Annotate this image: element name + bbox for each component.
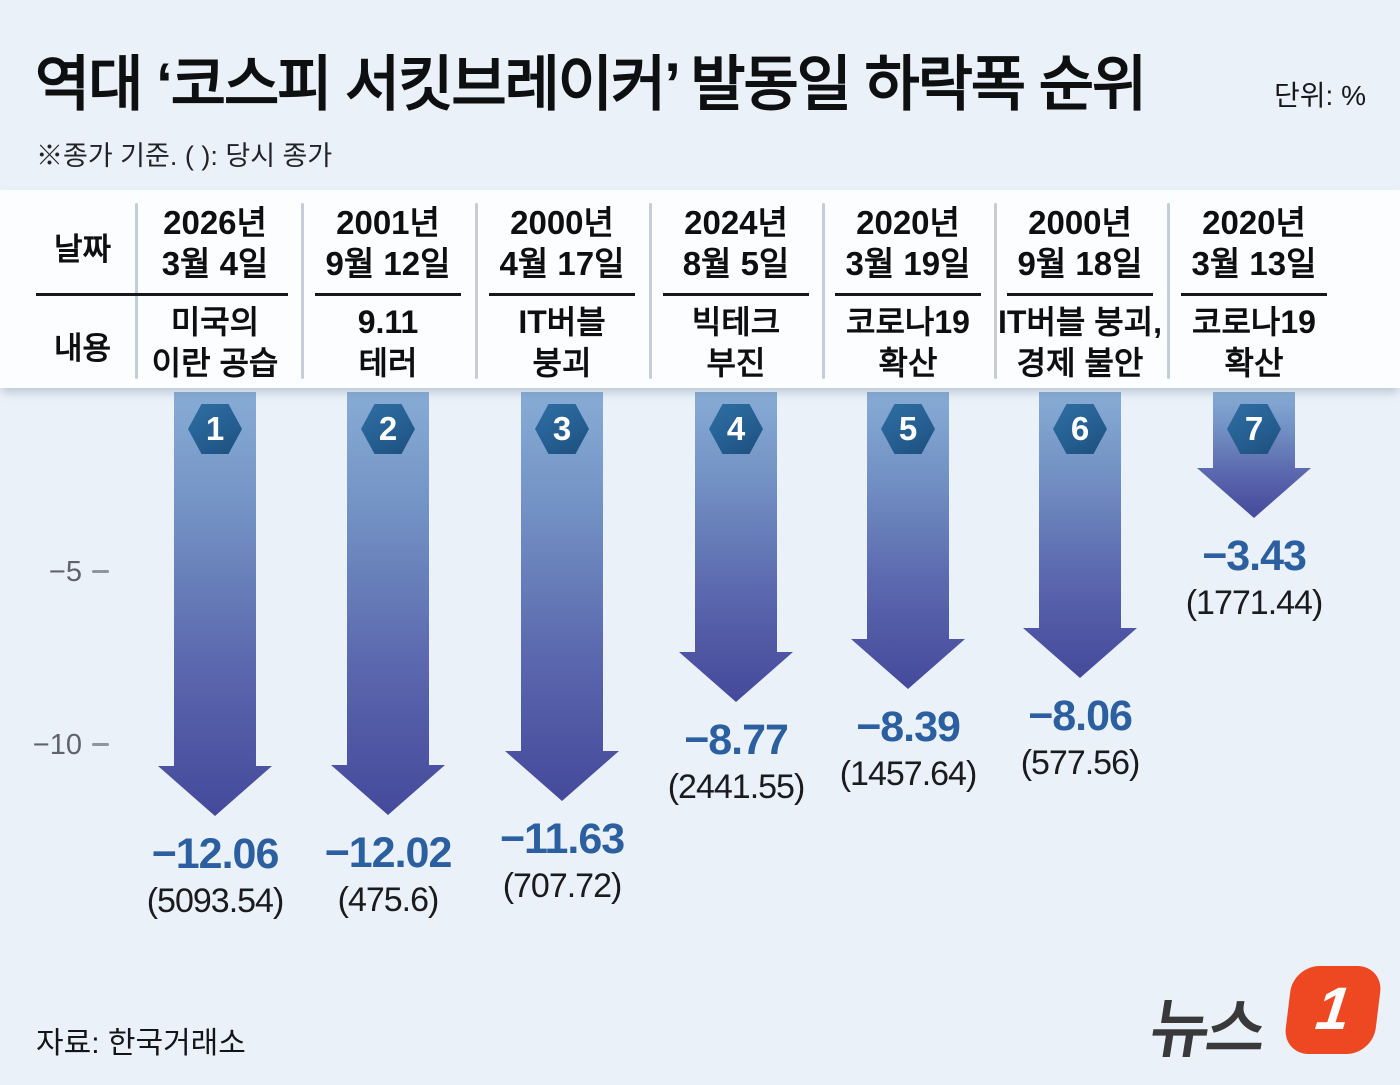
rank-column: 1 −12.06 (5093.54) xyxy=(147,392,284,921)
event-date: 2001년 9월 12일 xyxy=(325,204,451,282)
news1-logo-one-icon: 1 xyxy=(1282,966,1384,1054)
drop-percentage: −8.39 xyxy=(856,703,961,751)
page-title: 역대 ‘코스피 서킷브레이커’ 발동일 하락폭 순위 xyxy=(35,51,1147,118)
news1-logo: 뉴스 1 xyxy=(1140,962,1385,1065)
source-credit: 자료: 한국거래소 xyxy=(36,1027,246,1060)
drop-percentage: −3.43 xyxy=(1202,532,1307,580)
column-divider xyxy=(301,203,304,379)
y-axis-tick-label: −10 xyxy=(32,729,82,761)
drop-percentage: −12.02 xyxy=(324,829,453,877)
rank-badge-hexagon-icon: 6 xyxy=(1053,404,1107,454)
drop-percentage: −8.06 xyxy=(1028,692,1133,740)
rank-badge-hexagon-icon: 1 xyxy=(188,404,242,454)
y-axis-tick-mark xyxy=(92,743,109,746)
closing-price: (2441.55) xyxy=(667,768,806,806)
row-divider-line xyxy=(663,293,809,296)
event-description: 9.11 테러 xyxy=(357,304,419,381)
drop-percentage: −11.63 xyxy=(499,815,625,863)
row-divider-line xyxy=(835,293,981,296)
drop-percentage: −8.77 xyxy=(684,716,789,764)
row-divider-line xyxy=(1181,293,1327,296)
rank-badge-hexagon-icon: 7 xyxy=(1227,404,1281,454)
down-arrow-icon: 4 xyxy=(679,392,793,702)
event-date: 2020년 3월 13일 xyxy=(1191,204,1317,282)
event-table: 날짜 내용 2026년 3월 4일 미국의 이란 공습 2001년 9월 12일… xyxy=(0,190,1400,388)
down-arrow-icon: 3 xyxy=(505,392,619,801)
column-divider xyxy=(649,203,652,379)
unit-label: 단위: % xyxy=(1274,80,1366,111)
event-description: 코로나19 확산 xyxy=(1192,304,1316,381)
rank-column: 5 −8.39 (1457.64) xyxy=(840,392,977,794)
closing-price: (475.6) xyxy=(337,881,440,919)
table-column: 2026년 3월 4일 미국의 이란 공습 xyxy=(128,190,302,388)
row-divider-line xyxy=(135,293,288,296)
down-arrow-icon: 7 xyxy=(1197,392,1311,518)
event-description: IT버블 붕괴, 경제 불안 xyxy=(998,304,1162,381)
row-divider-line xyxy=(489,293,635,296)
table-column: 2000년 9월 18일 IT버블 붕괴, 경제 불안 xyxy=(993,190,1167,388)
event-date: 2026년 3월 4일 xyxy=(161,204,269,282)
column-divider xyxy=(1167,203,1170,379)
closing-price: (707.72) xyxy=(502,867,623,905)
event-description: IT버블 붕괴 xyxy=(518,304,606,381)
rank-column: 3 −11.63 (707.72) xyxy=(500,392,625,906)
event-description: 빅테크 부진 xyxy=(691,304,781,381)
drop-percentage: −12.06 xyxy=(151,830,280,878)
closing-price: (1457.64) xyxy=(839,755,978,793)
y-axis-tick-mark xyxy=(92,570,109,573)
rank-badge-hexagon-icon: 5 xyxy=(881,404,935,454)
event-description: 코로나19 확산 xyxy=(846,304,970,381)
row-label-date: 날짜 xyxy=(53,232,112,267)
closing-price: (5093.54) xyxy=(146,882,285,920)
row-divider-line xyxy=(315,293,461,296)
basis-note: ※종가 기준. ( ): 당시 종가 xyxy=(36,141,333,171)
column-divider xyxy=(822,203,825,379)
closing-price: (577.56) xyxy=(1020,744,1141,782)
event-date: 2024년 8월 5일 xyxy=(682,204,790,282)
table-column: 2020년 3월 13일 코로나19 확산 xyxy=(1167,190,1341,388)
event-date: 2020년 3월 19일 xyxy=(845,204,971,282)
table-column: 2000년 4월 17일 IT버블 붕괴 xyxy=(475,190,649,388)
row-divider-line xyxy=(36,293,135,296)
table-column: 2020년 3월 19일 코로나19 확산 xyxy=(821,190,995,388)
down-arrow-icon: 6 xyxy=(1023,392,1137,678)
row-label-event: 내용 xyxy=(53,331,112,366)
rank-column: 2 −12.02 (475.6) xyxy=(325,392,452,920)
rank-badge-hexagon-icon: 3 xyxy=(535,404,589,454)
table-column: 2001년 9월 12일 9.11 테러 xyxy=(301,190,475,388)
event-description: 미국의 이란 공습 xyxy=(151,304,279,381)
column-divider xyxy=(475,203,478,379)
table-column: 2024년 8월 5일 빅테크 부진 xyxy=(649,190,823,388)
rank-column: 7 −3.43 (1771.44) xyxy=(1186,392,1323,623)
rank-badge-hexagon-icon: 2 xyxy=(361,404,415,454)
down-arrow-icon: 2 xyxy=(331,392,445,815)
row-divider-line xyxy=(1007,293,1153,296)
down-arrow-icon: 1 xyxy=(158,392,272,816)
news1-logo-text: 뉴스 xyxy=(1145,993,1269,1065)
y-axis-tick-label: −5 xyxy=(48,556,82,588)
down-arrow-icon: 5 xyxy=(851,392,965,689)
column-divider xyxy=(135,203,138,379)
column-divider xyxy=(994,203,997,379)
rank-column: 4 −8.77 (2441.55) xyxy=(668,392,805,807)
rank-column: 6 −8.06 (577.56) xyxy=(1020,392,1141,783)
event-date: 2000년 4월 17일 xyxy=(499,204,625,282)
event-date: 2000년 9월 18일 xyxy=(1017,204,1143,282)
rank-badge-hexagon-icon: 4 xyxy=(709,404,763,454)
closing-price: (1771.44) xyxy=(1185,584,1324,622)
